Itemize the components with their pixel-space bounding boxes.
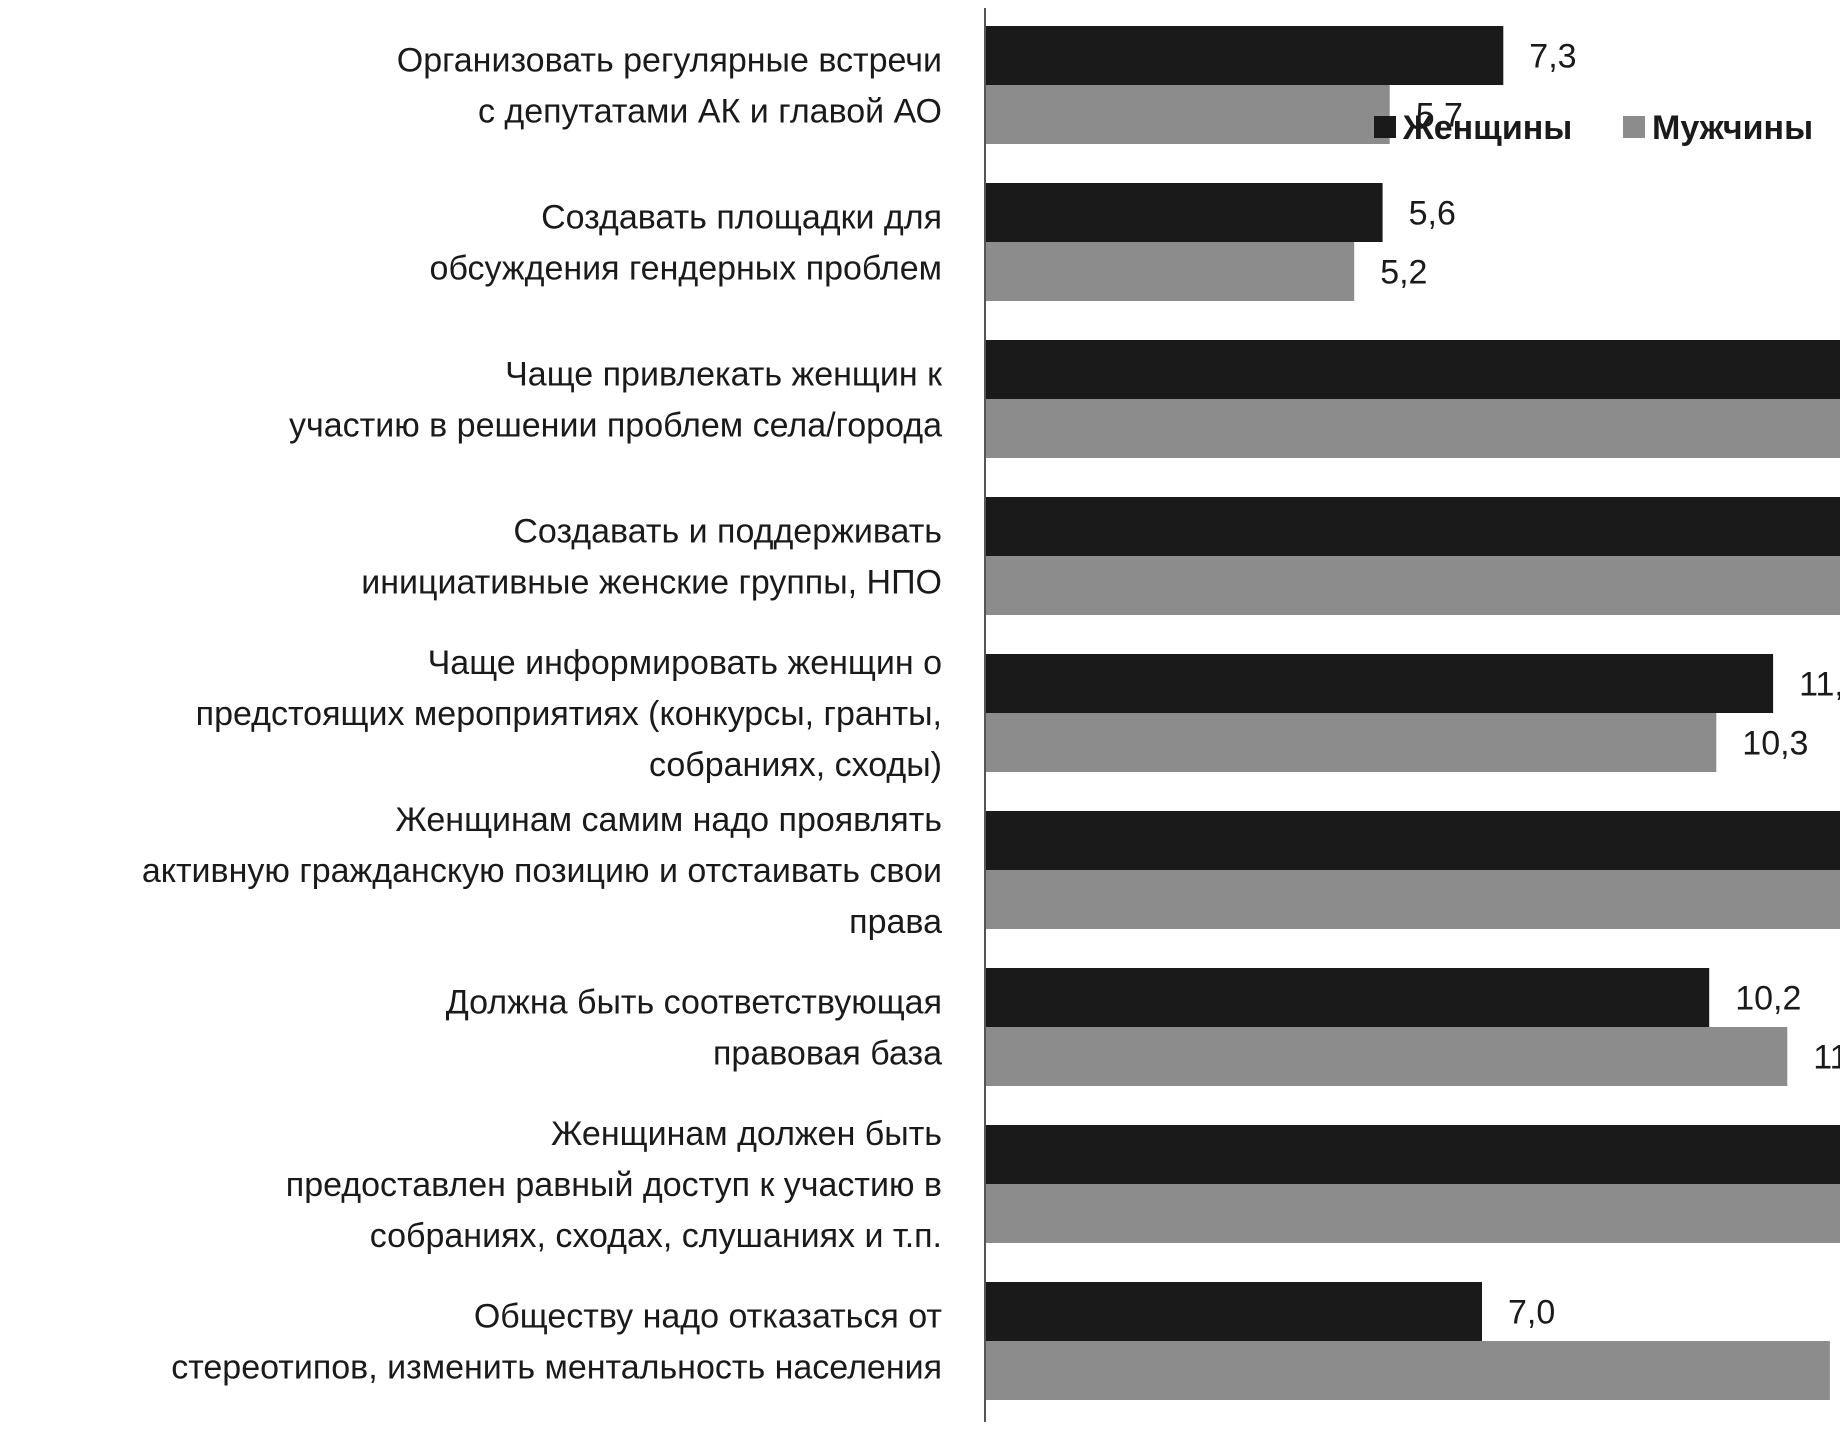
category-label-7-line-2: собраниях, сходах, слушаниях и т.п.: [370, 1217, 942, 1255]
value-label-men-1: 5,2: [1380, 254, 1427, 292]
bar-men-6: [985, 1027, 1788, 1086]
legend-label-men: Мужчины: [1652, 109, 1813, 147]
bar-women-6: [985, 968, 1710, 1027]
category-label-4-line-0: Чаще информировать женщин о: [428, 644, 942, 682]
bar-men-3: [985, 556, 1840, 615]
bar-women-7: [985, 1125, 1840, 1184]
value-label-women-1: 5,6: [1409, 195, 1456, 233]
category-label-5-line-2: права: [849, 903, 942, 941]
category-label-0-line-1: с депутатами АК и главой АО: [478, 93, 942, 131]
category-label-3-line-1: инициативные женские группы, НПО: [361, 564, 942, 602]
category-label-0-line-0: Организовать регулярные встречи: [397, 42, 942, 80]
category-label-4-line-2: собраниях, сходы): [649, 746, 942, 784]
category-label-7-line-0: Женщинам должен быть: [551, 1115, 942, 1153]
category-label-6-line-1: правовая база: [713, 1035, 942, 1073]
category-label-1-line-1: обсуждения гендерных проблем: [430, 250, 942, 288]
value-label-men-6: 11,3: [1813, 1039, 1840, 1077]
bar-men-2: [985, 399, 1840, 458]
category-label-6-line-0: Должна быть соответствующая: [446, 984, 942, 1022]
bar-women-2: [985, 340, 1840, 399]
bar-men-1: [985, 242, 1355, 301]
value-label-women-6: 10,2: [1735, 980, 1801, 1018]
category-label-2-line-0: Чаще привлекать женщин к: [505, 356, 943, 394]
category-label-3-line-0: Создавать и поддерживать: [513, 513, 942, 551]
category-label-7-line-1: предоставлен равный доступ к участию в: [286, 1166, 942, 1204]
value-label-men-4: 10,3: [1742, 725, 1808, 763]
value-labels-group: 7,35,75,65,214,013,912,612,411,110,314,9…: [1380, 38, 1840, 1332]
legend-swatch-men: [1623, 116, 1645, 138]
value-label-men-0: 5,7: [1416, 97, 1463, 135]
bar-women-1: [985, 183, 1383, 242]
bar-men-0: [985, 85, 1390, 144]
legend: Женщины Мужчины: [1374, 109, 1813, 147]
category-label-8-line-1: стереотипов, изменить ментальность насел…: [171, 1349, 942, 1387]
value-label-women-8: 7,0: [1508, 1294, 1555, 1332]
category-labels-group: Организовать регулярные встречи с депутат…: [142, 42, 943, 1387]
category-label-1-line-0: Создавать площадки для: [541, 199, 942, 237]
legend-label-women: Женщины: [1402, 109, 1572, 147]
bar-men-4: [985, 713, 1717, 772]
bar-women-3: [985, 497, 1840, 556]
bars-group: [985, 26, 1840, 1400]
bar-men-5: [985, 870, 1840, 929]
bar-women-0: [985, 26, 1504, 85]
category-label-4-line-1: предстоящих мероприятиях (конкурсы, гран…: [196, 695, 942, 733]
category-label-5-line-0: Женщинам самим надо проявлять: [395, 801, 942, 839]
bar-women-5: [985, 811, 1840, 870]
bar-women-8: [985, 1282, 1482, 1341]
bar-men-7: [985, 1184, 1840, 1243]
bar-women-4: [985, 654, 1774, 713]
category-label-5-line-1: активную гражданскую позицию и отстаиват…: [142, 852, 942, 890]
legend-swatch-women: [1374, 116, 1396, 138]
value-label-women-4: 11,1: [1799, 666, 1840, 704]
category-label-2-line-1: участию в решении проблем села/города: [289, 407, 942, 445]
category-label-8-line-0: Обществу надо отказаться от: [474, 1298, 942, 1336]
value-label-women-0: 7,3: [1529, 38, 1576, 76]
bar-men-8: [985, 1341, 1830, 1400]
